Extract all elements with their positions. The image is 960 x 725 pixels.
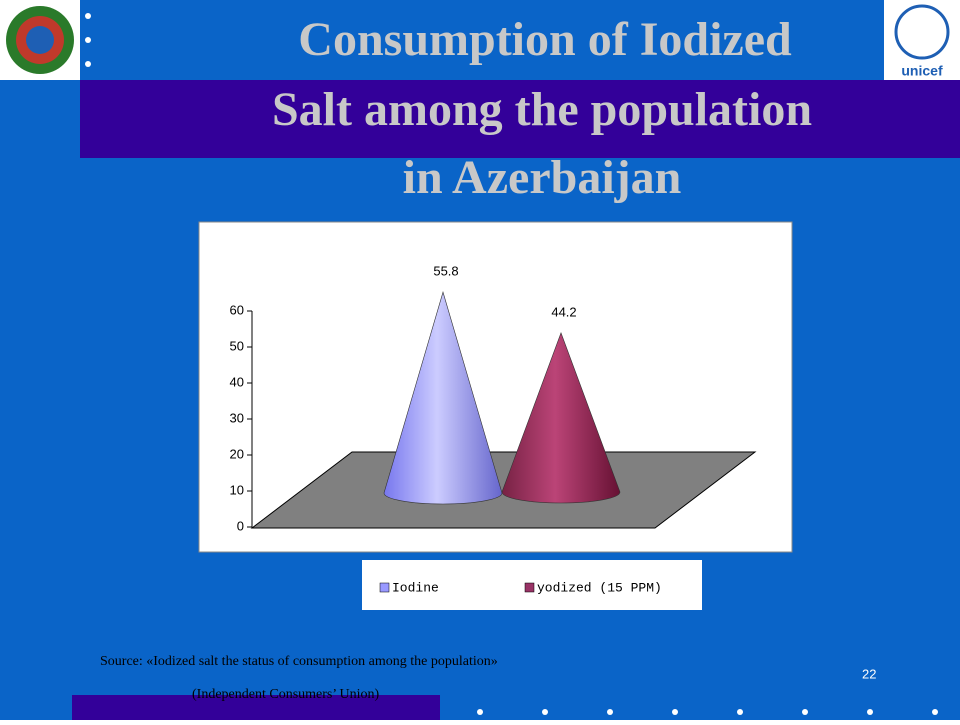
legend-label: Iodine — [392, 580, 439, 595]
data-label: 55.8 — [433, 264, 458, 279]
source-org: (Independent Consumers’ Union) — [192, 687, 379, 702]
title-line: Consumption of Iodized — [298, 13, 792, 66]
title-line: in Azerbaijan — [403, 151, 682, 204]
left-logo — [0, 0, 80, 80]
y-tick-label: 0 — [237, 518, 244, 533]
y-tick-label: 30 — [230, 410, 244, 425]
svg-text:unicef: unicef — [901, 63, 943, 79]
data-label: 44.2 — [551, 304, 576, 319]
cone — [501, 332, 621, 504]
legend-swatch — [524, 582, 535, 593]
y-tick-label: 20 — [230, 446, 244, 461]
y-tick-label: 60 — [230, 302, 244, 317]
cone — [383, 291, 503, 505]
decor-dots — [85, 13, 938, 715]
y-tick-label: 10 — [230, 482, 244, 497]
source: Source: «Iodized salt the status of cons… — [100, 654, 498, 669]
legend-swatch — [379, 582, 390, 593]
legend-label: yodized (15 PPM) — [537, 580, 662, 595]
y-tick-label: 40 — [230, 374, 244, 389]
title-line: Salt among the population — [272, 83, 812, 136]
bottom-band — [72, 695, 440, 720]
title-band — [80, 80, 960, 158]
page-number: 22 — [862, 666, 876, 681]
unicef-logo: unicef — [884, 0, 960, 80]
y-tick-label: 50 — [230, 338, 244, 353]
